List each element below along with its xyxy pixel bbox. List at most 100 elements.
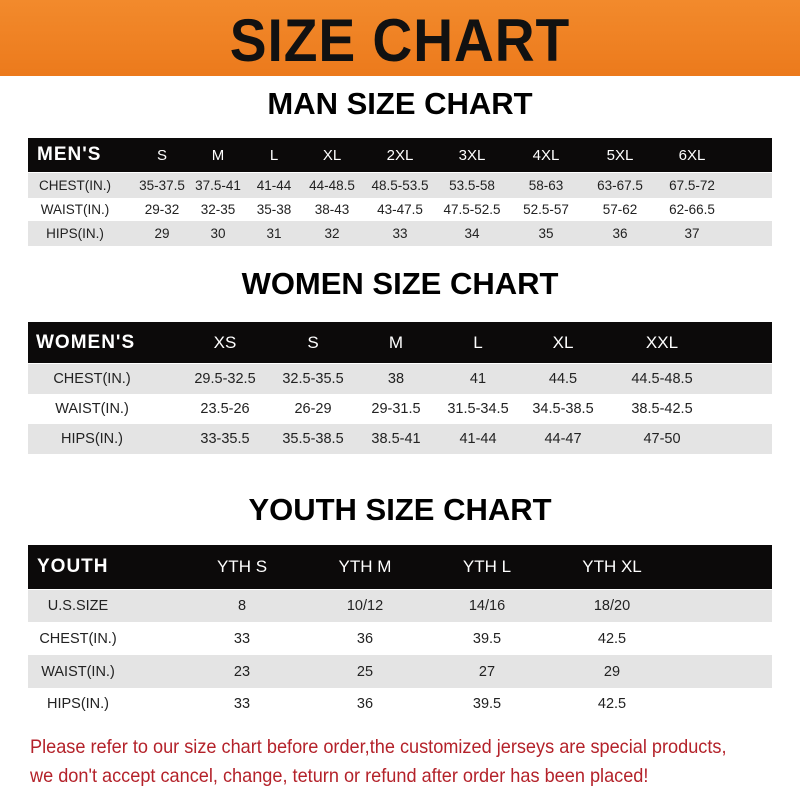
column-header: YTH S <box>216 557 268 576</box>
column-header: 5XL <box>606 146 634 164</box>
table-cell: 23.5-26 <box>200 401 250 417</box>
table-cell: 33 <box>392 226 408 241</box>
table-title: YOUTH SIZE CHART <box>248 492 552 527</box>
table-cell: 37 <box>684 226 700 241</box>
table-cell: 38 <box>387 371 405 387</box>
table-header-row: WOMEN'S XS S M L XL XXL <box>28 322 772 363</box>
table-cell: 36 <box>356 696 374 712</box>
column-header: YTH L <box>462 557 512 576</box>
order-note: Please refer to our size chart before or… <box>30 733 727 791</box>
table-cell: 32 <box>324 226 340 241</box>
column-header: 3XL <box>458 146 486 164</box>
table-cell: 18/20 <box>593 598 631 614</box>
table-cell: 38-43 <box>314 202 350 217</box>
column-header: L <box>473 332 483 352</box>
table-cell: 35.5-38.5 <box>282 431 344 447</box>
row-label: CHEST(IN.) <box>53 371 131 387</box>
table-cell: 33 <box>233 630 251 647</box>
table-cell: 42.5 <box>597 696 627 712</box>
column-header: M <box>388 332 404 352</box>
table-row: CHEST(IN.) 29.5-32.5 32.5-35.5 38 41 44.5 44.5… <box>28 364 772 394</box>
column-header: XXL <box>645 332 679 352</box>
table-row: U.S.SIZE 8 10/12 14/16 18/20 <box>28 590 772 622</box>
table-title: WOMEN SIZE CHART <box>241 266 559 301</box>
table-row: WAIST(IN.) 23.5-26 26-29 29-31.5 31.5-34.5 34… <box>28 394 772 424</box>
table-row: CHEST(IN.) 33 36 39.5 42.5 <box>28 622 772 655</box>
column-header: 6XL <box>678 146 706 164</box>
table-cell: 42.5 <box>597 630 627 647</box>
table-title: MAN SIZE CHART <box>267 86 533 121</box>
table-row: HIPS(IN.) 33 36 39.5 42.5 <box>28 688 772 720</box>
column-header: XL <box>322 146 342 164</box>
table-cell: 44.5-48.5 <box>631 371 693 387</box>
column-header: YTH M <box>338 557 392 576</box>
column-header: YTH XL <box>582 557 642 576</box>
table-cell: 34.5-38.5 <box>532 401 594 417</box>
column-header: 4XL <box>532 146 560 164</box>
column-header: M <box>211 146 225 164</box>
table-cell: 35 <box>538 226 554 241</box>
table-cell: 57-62 <box>602 202 638 217</box>
table-cell: 34 <box>464 226 480 241</box>
table-cell: 62-66.5 <box>669 202 715 217</box>
table-cell: 29-31.5 <box>371 401 421 417</box>
table-cell: 25 <box>356 663 374 680</box>
table-cell: 14/16 <box>468 598 506 614</box>
table-cell: 44-48.5 <box>309 178 355 193</box>
table-cell: 33 <box>233 696 251 712</box>
table-cell: 26-29 <box>294 401 332 417</box>
table-cell: 29 <box>154 226 170 241</box>
table-cell: 30 <box>210 226 226 241</box>
table-cell: 37.5-41 <box>195 178 241 193</box>
column-header: 2XL <box>386 146 414 164</box>
column-header: S <box>156 146 168 164</box>
table-cell: 29.5-32.5 <box>194 371 256 387</box>
column-header: YOUTH <box>37 556 109 577</box>
column-header: XL <box>552 332 574 352</box>
banner: SIZE CHART <box>0 0 800 76</box>
table-cell: 67.5-72 <box>669 178 715 193</box>
table-cell: 44-47 <box>544 431 582 447</box>
table-cell: 53.5-58 <box>449 178 495 193</box>
column-header: MEN'S <box>37 144 102 165</box>
table-cell: 29-32 <box>144 202 180 217</box>
table-cell: 36 <box>612 226 628 241</box>
row-label: HIPS(IN.) <box>46 226 104 241</box>
table-cell: 36 <box>356 630 374 647</box>
table-cell: 27 <box>478 663 496 680</box>
table-cell: 39.5 <box>472 630 502 647</box>
table-cell: 32-35 <box>200 202 236 217</box>
row-label: HIPS(IN.) <box>46 696 110 712</box>
banner-title: SIZE CHART <box>229 7 571 74</box>
note-line: Please refer to our size chart before or… <box>30 736 727 758</box>
table-cell: 63-67.5 <box>597 178 643 193</box>
table-cell: 41 <box>469 371 487 387</box>
table-cell: 38.5-42.5 <box>631 401 693 417</box>
table-cell: 39.5 <box>472 696 502 712</box>
table-cell: 32.5-35.5 <box>282 371 344 387</box>
table-cell: 35-38 <box>256 202 292 217</box>
column-header: XS <box>213 332 237 352</box>
table-cell: 10/12 <box>346 598 384 614</box>
table-cell: 48.5-53.5 <box>371 178 429 193</box>
table-cell: 38.5-41 <box>371 431 421 447</box>
column-header: S <box>307 332 319 352</box>
table-cell: 33-35.5 <box>200 431 250 447</box>
table-cell: 31.5-34.5 <box>447 401 509 417</box>
table-cell: 44.5 <box>548 371 578 387</box>
table-cell: 41-44 <box>459 431 497 447</box>
note-line: we don't accept cancel, change, teturn o… <box>30 765 649 787</box>
table-cell: 47-50 <box>643 431 681 447</box>
table-row: CHEST(IN.) 35-37.5 37.5-41 41-44 44-48.5 48.5… <box>28 173 772 198</box>
table-cell: 43-47.5 <box>377 202 423 217</box>
table-cell: 52.5-57 <box>523 202 569 217</box>
table-row: WAIST(IN.) 29-32 32-35 35-38 38-43 43-47.5 47.… <box>28 198 772 221</box>
table-cell: 41-44 <box>256 178 292 193</box>
column-header: L <box>269 146 279 164</box>
row-label: WAIST(IN.) <box>55 401 129 417</box>
row-label: WAIST(IN.) <box>40 202 110 217</box>
table-row: HIPS(IN.) 29 30 31 32 33 34 35 36 37 <box>28 221 772 246</box>
row-label: U.S.SIZE <box>47 598 109 614</box>
table-cell: 47.5-52.5 <box>443 202 501 217</box>
table-cell: 8 <box>237 598 247 614</box>
